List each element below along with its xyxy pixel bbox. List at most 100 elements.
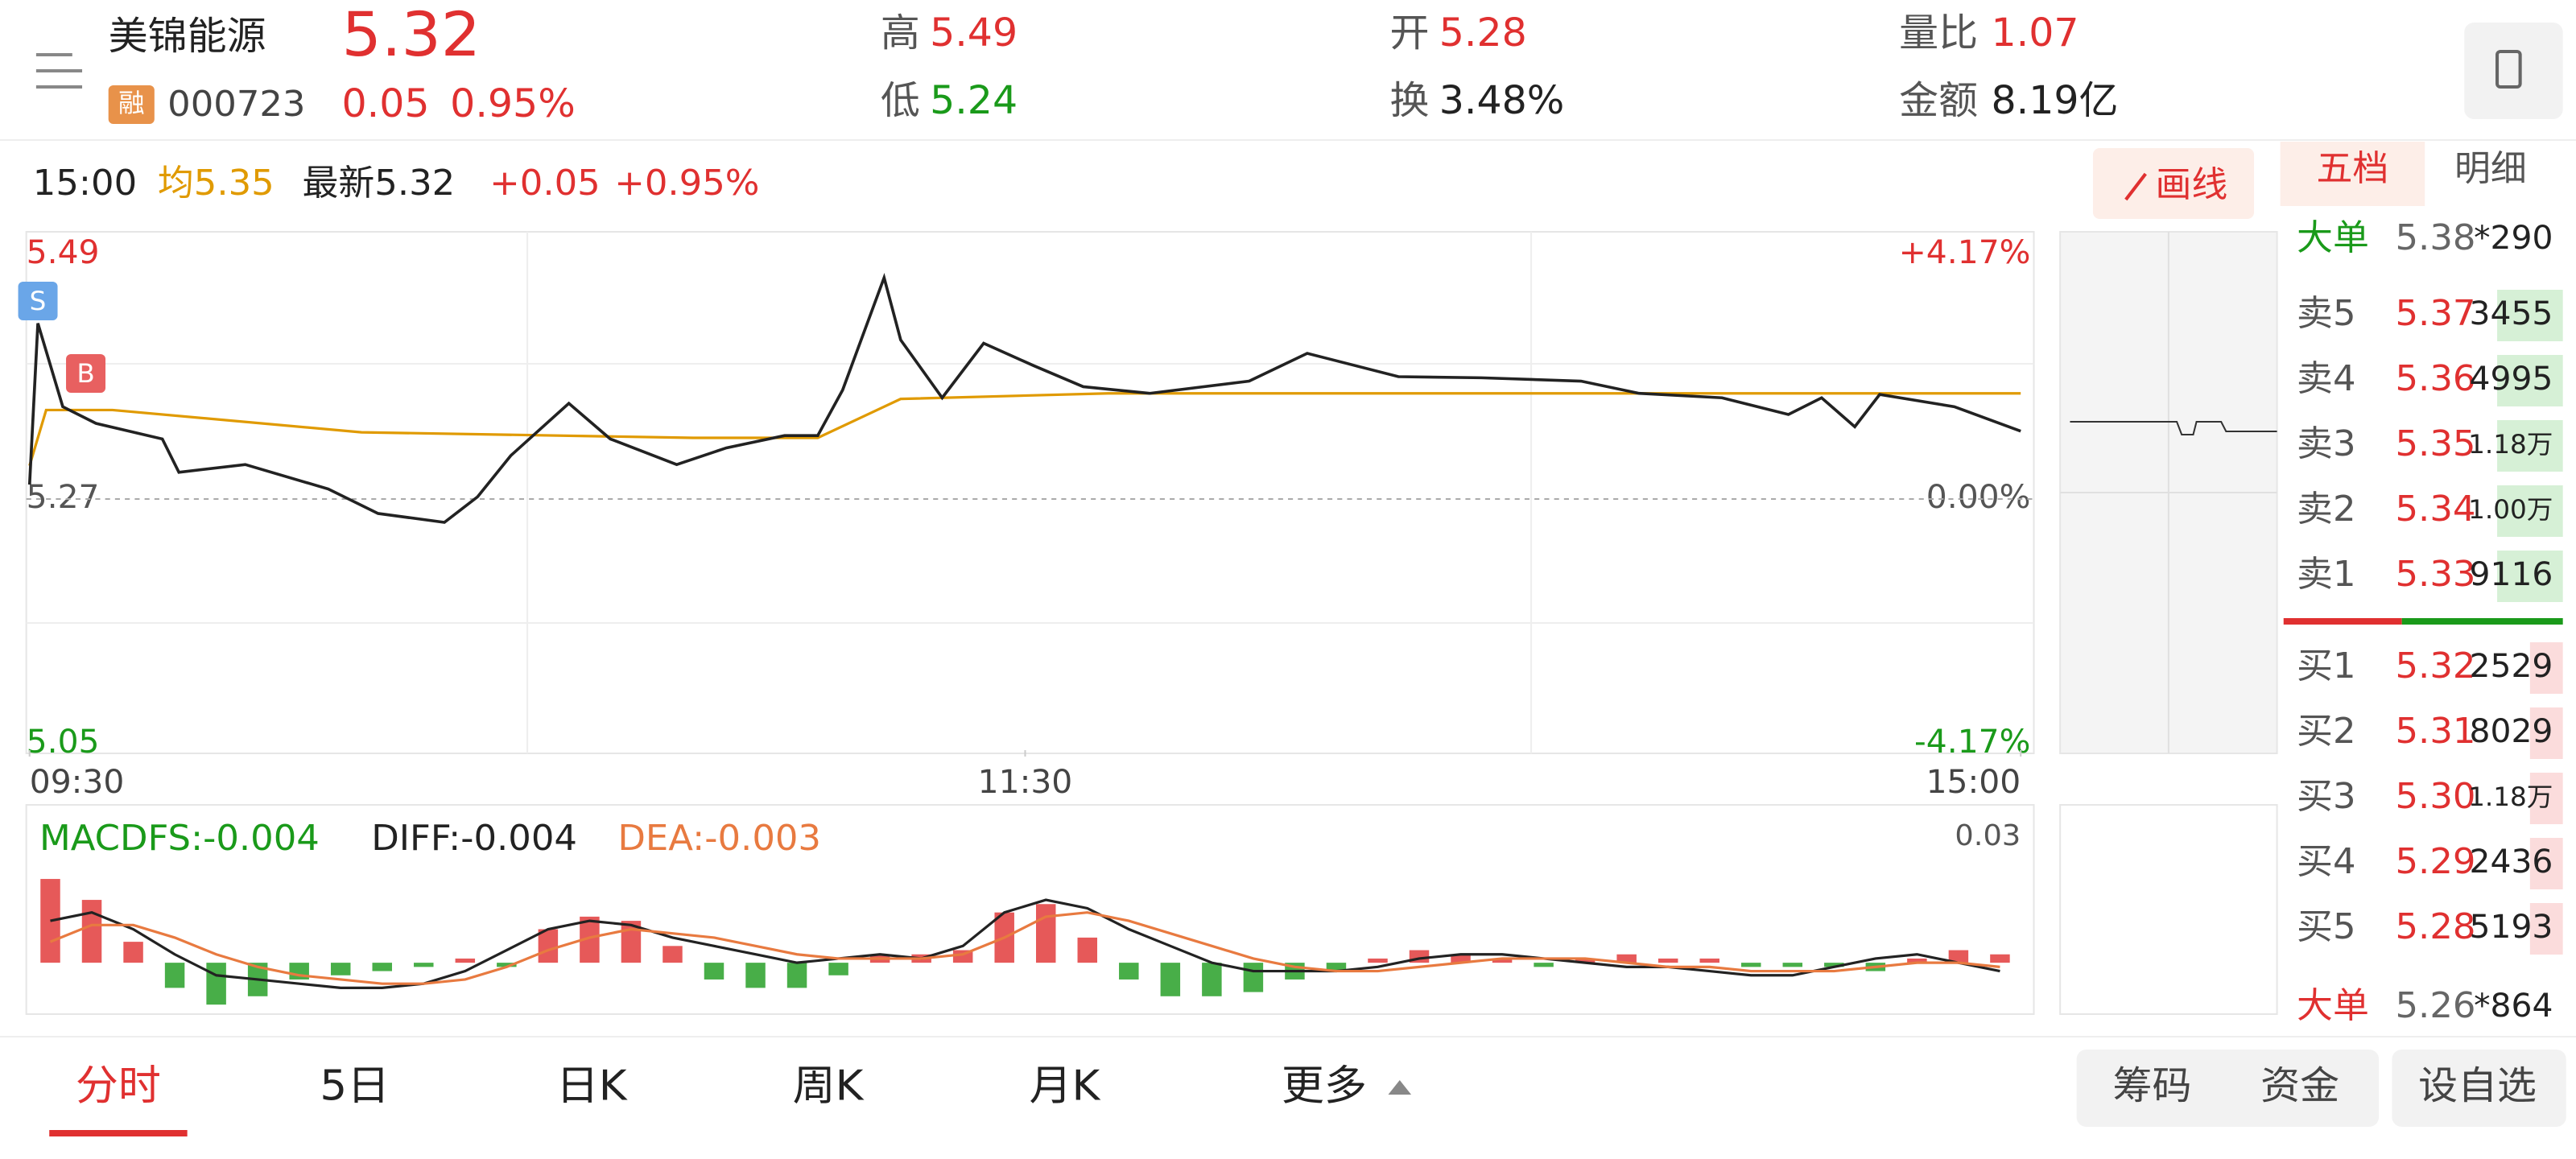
menu-icon[interactable] <box>35 53 83 89</box>
book-vol: 8029 <box>2470 711 2553 750</box>
x-tick-label: 15:00 <box>1926 762 2021 801</box>
pct-label: -4.17% <box>1914 722 2030 761</box>
macd-bar <box>1657 958 1678 963</box>
stat-label: 换 <box>1390 78 1430 122</box>
macd-bar <box>663 946 683 963</box>
tab[interactable]: 分时 <box>76 1062 161 1110</box>
book-price: 5.31 <box>2396 711 2476 751</box>
y-tick-label: 5.27 <box>27 477 100 516</box>
macd-bar <box>1782 963 1803 967</box>
depth-bar <box>2529 707 2563 759</box>
tab[interactable]: 五档 <box>2317 148 2389 188</box>
book-vol: 4995 <box>2470 359 2553 398</box>
stock-code: 000723 <box>167 84 305 124</box>
device-button[interactable] <box>2464 23 2563 119</box>
price-line <box>27 272 2021 524</box>
macd-bar <box>1699 958 1719 963</box>
more-arrow <box>1388 1080 1412 1095</box>
book-label: 卖3 <box>2297 423 2355 464</box>
macd-bar <box>1202 963 1222 996</box>
marker-label: B <box>76 358 94 389</box>
tab[interactable]: 5日 <box>320 1062 390 1110</box>
pct: 0.95% <box>450 81 576 126</box>
tab[interactable]: 月K <box>1030 1062 1101 1110</box>
macd-bar <box>1616 954 1637 963</box>
change: 0.05 <box>341 81 429 126</box>
macd-tick: 0.03 <box>1955 818 2021 852</box>
marker <box>66 354 106 393</box>
depth-bar <box>2497 551 2563 602</box>
book-price: 5.26 <box>2396 985 2476 1025</box>
macd-bar <box>1243 963 1264 992</box>
book-price: 5.37 <box>2396 293 2476 333</box>
book-label: 买5 <box>2297 906 2355 947</box>
book-label: 卖2 <box>2297 489 2355 529</box>
tab[interactable]: 周K <box>793 1062 865 1110</box>
book-vol: 2436 <box>2470 842 2553 881</box>
change: +0.05 <box>489 163 601 203</box>
ratio-bar <box>2401 618 2563 625</box>
macd-label: DIFF:-0.004 <box>371 818 577 858</box>
depth-bar <box>2529 903 2563 955</box>
macd-bar <box>1575 958 1596 963</box>
macd-bar <box>828 963 848 975</box>
book-price: 5.28 <box>2396 906 2476 947</box>
stat-label: 开 <box>1390 10 1430 55</box>
button[interactable]: 筹码 <box>2112 1063 2191 1107</box>
book-price: 5.30 <box>2396 776 2476 816</box>
book-vol: 1.18万 <box>2468 782 2553 812</box>
stat-value: 5.28 <box>1439 10 1527 55</box>
book-label: 大单 <box>2297 217 2369 258</box>
stat-label: 量比 <box>1899 10 1978 55</box>
button[interactable]: 资金 <box>2260 1063 2339 1107</box>
depth-bar <box>2497 420 2563 472</box>
macd-bar <box>1160 963 1181 996</box>
draw-label[interactable]: 画线 <box>2156 164 2228 204</box>
macd-bar <box>1326 963 1347 971</box>
marker-label: S <box>30 286 47 316</box>
stat-value: 1.07 <box>1991 10 2079 55</box>
stat-value: 5.24 <box>930 78 1018 122</box>
tab[interactable]: 明细 <box>2454 148 2527 188</box>
macd-bar <box>1035 904 1056 963</box>
side-volume <box>2059 804 2278 1015</box>
macd-bar <box>1907 958 1927 963</box>
button[interactable]: 设自选 <box>2418 1063 2537 1107</box>
macd-label: DEA:-0.003 <box>617 818 821 858</box>
macd-bar <box>81 900 102 963</box>
badge: 融 <box>118 88 145 118</box>
tab-active-bg <box>2280 142 2425 206</box>
pct: +0.95% <box>614 163 759 203</box>
tab[interactable]: 日K <box>556 1062 628 1110</box>
pencil-icon <box>2124 172 2147 201</box>
book-label: 大单 <box>2297 985 2369 1025</box>
draw-button[interactable] <box>2093 148 2254 219</box>
macd-bar <box>206 963 226 1005</box>
macd-bar <box>1990 954 2010 963</box>
macd-frame <box>25 804 2035 1015</box>
macd-bar <box>123 942 143 963</box>
y-tick-label: 5.05 <box>27 722 100 761</box>
avg-line <box>28 392 2021 466</box>
x-tick-label: 09:30 <box>30 762 125 801</box>
book-vol: 3455 <box>2470 294 2553 332</box>
book-vol: 5193 <box>2470 907 2553 946</box>
device-icon <box>2496 50 2522 89</box>
book-label: 卖4 <box>2297 358 2355 398</box>
button-bg <box>2392 1050 2566 1127</box>
book-label: 卖5 <box>2297 293 2355 333</box>
tab-indicator <box>49 1130 188 1136</box>
book-vol: 1.00万 <box>2468 494 2553 525</box>
book-price: 5.38 <box>2396 217 2476 258</box>
depth-bar <box>2497 290 2563 341</box>
side-price <box>2070 421 2277 435</box>
stat-value: 3.48% <box>1439 78 1565 122</box>
macd-bar <box>164 963 185 988</box>
stat-value: 5.49 <box>930 10 1018 55</box>
book-label: 买1 <box>2297 645 2355 686</box>
macd-bar <box>1824 963 1844 967</box>
book-price: 5.29 <box>2396 841 2476 881</box>
book-label: 买2 <box>2297 711 2355 751</box>
tab[interactable]: 更多 <box>1282 1062 1367 1110</box>
